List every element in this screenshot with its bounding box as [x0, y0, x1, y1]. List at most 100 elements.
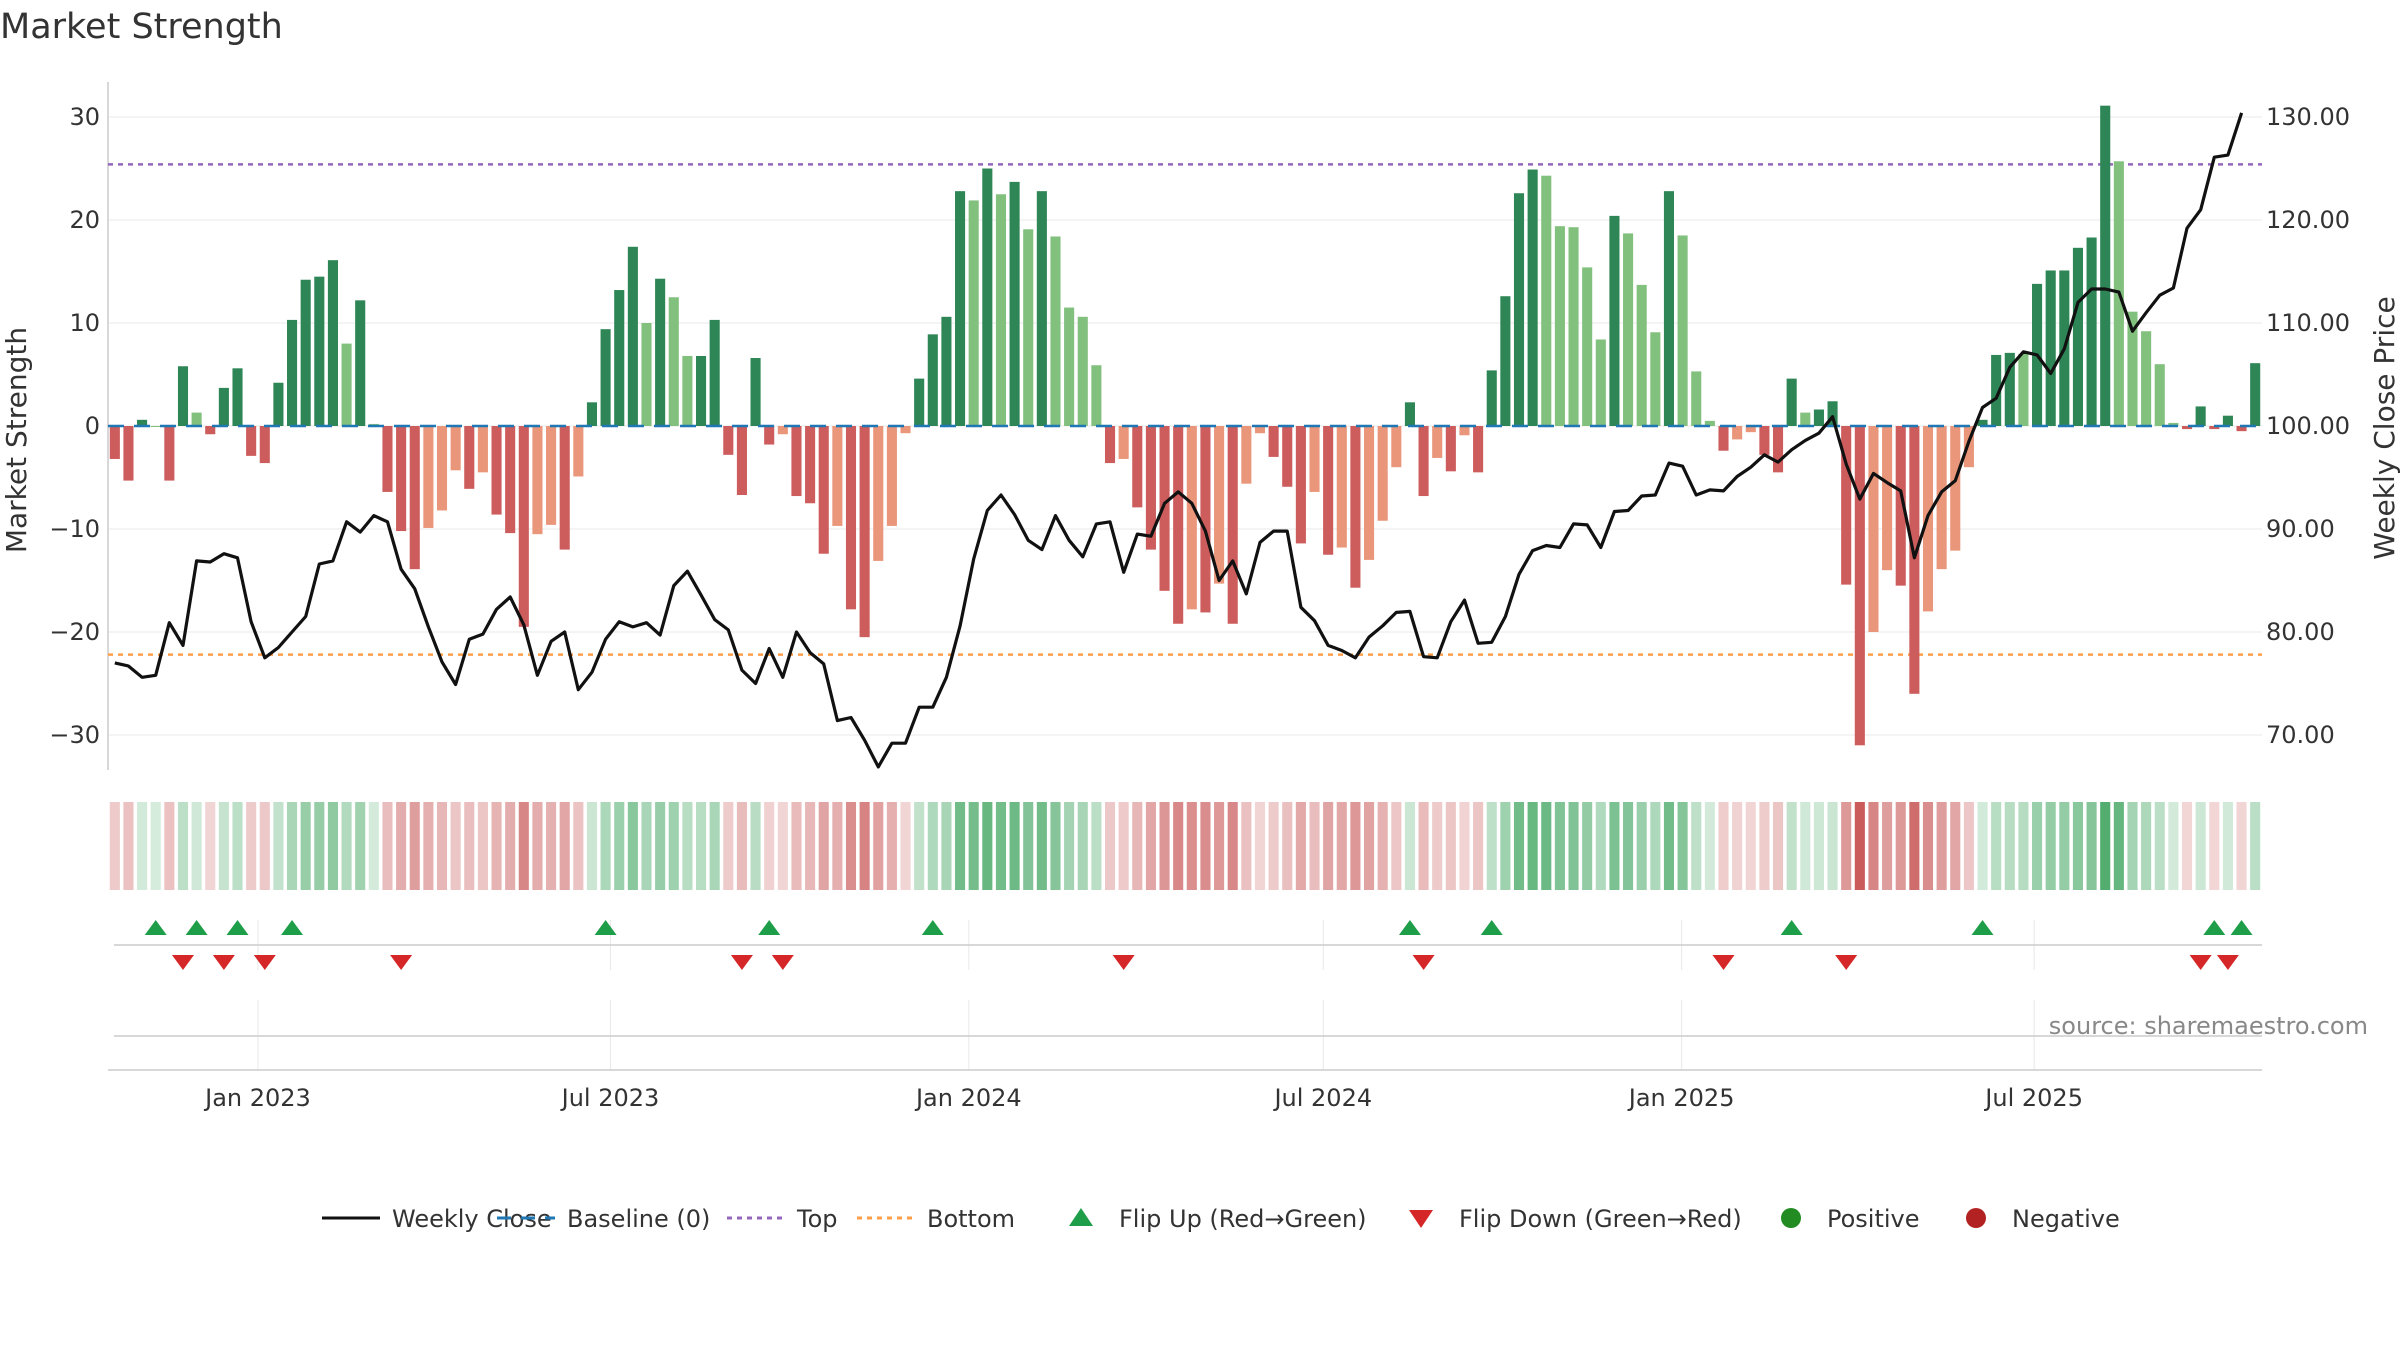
strength-bar	[191, 412, 202, 426]
regime-cell	[668, 802, 679, 890]
strength-bar	[1827, 401, 1838, 426]
strength-bar	[1950, 426, 1961, 551]
strength-bar	[1500, 296, 1511, 426]
regime-strip-panel	[109, 802, 2261, 890]
strength-bar	[546, 426, 557, 525]
x-tick-label: Jan 2024	[914, 1084, 1022, 1112]
strength-bar	[1759, 426, 1770, 455]
strength-bar	[2045, 270, 2056, 426]
strength-bar	[873, 426, 884, 561]
regime-cell	[1268, 802, 1279, 890]
regime-cell	[1691, 802, 1702, 890]
strength-bar	[627, 246, 638, 426]
strength-bar	[2127, 311, 2138, 426]
regime-cell	[791, 802, 802, 890]
strength-bar	[1336, 426, 1347, 548]
regime-cell	[695, 802, 707, 890]
regime-cell	[368, 802, 379, 890]
regime-cell	[1936, 802, 1947, 890]
regime-cell	[2127, 802, 2138, 890]
strength-bar	[1691, 371, 1702, 426]
strength-bar	[1077, 316, 1088, 426]
flip-down-marker	[2189, 955, 2212, 970]
y2-tick-label: 100.00	[2266, 412, 2350, 440]
strength-bar	[2181, 426, 2193, 430]
strength-bar	[177, 366, 189, 426]
strength-bar	[1445, 426, 1456, 472]
strength-bar	[845, 426, 857, 610]
regime-cell	[273, 802, 284, 890]
strength-bar	[1813, 409, 1824, 426]
legend-item: Weekly Close	[322, 1205, 552, 1233]
flip-up-marker	[594, 920, 617, 935]
strength-bar	[1977, 419, 1988, 426]
regime-cell	[1418, 802, 1429, 890]
regime-cell	[1350, 802, 1361, 890]
regime-cell	[1241, 802, 1252, 890]
strength-bar	[641, 323, 652, 426]
regime-cell	[2045, 802, 2056, 890]
strength-bar	[1663, 191, 1675, 426]
regime-cell	[505, 802, 516, 890]
regime-cell	[1173, 802, 1184, 890]
strength-bar	[232, 368, 243, 426]
regime-cell	[436, 802, 448, 890]
strength-bar	[1104, 426, 1116, 464]
regime-cell	[2209, 802, 2220, 890]
regime-cell	[1977, 802, 1988, 890]
flip-up-marker	[1480, 920, 1503, 935]
regime-cell	[886, 802, 897, 890]
regime-cell	[2250, 802, 2261, 890]
strength-bar	[436, 426, 448, 511]
flip-down-marker	[1712, 955, 1735, 970]
x-tick-label: Jul 2024	[1272, 1084, 1372, 1112]
regime-cell	[2018, 802, 2029, 890]
regime-cell	[1377, 802, 1388, 890]
regime-cell	[1214, 802, 1225, 890]
y2-tick-label: 120.00	[2266, 206, 2350, 234]
regime-cell	[859, 802, 870, 890]
y2-axis-title: Weekly Close Price	[2368, 296, 2400, 559]
strength-bar	[477, 426, 488, 473]
legend-item: Positive	[1781, 1205, 1920, 1233]
regime-cell	[1527, 802, 1538, 890]
source-label: source: sharemaestro.com	[2049, 1012, 2368, 1040]
regime-cell	[1077, 802, 1088, 890]
flip-down-marker	[1112, 955, 1135, 970]
flip-up-marker	[2203, 920, 2226, 935]
strength-bar	[1841, 426, 1852, 585]
strength-bar	[1718, 426, 1729, 451]
regime-cell	[2141, 802, 2152, 890]
strength-bar	[1173, 426, 1184, 624]
regime-cell	[1677, 802, 1688, 890]
strength-bar	[1554, 226, 1565, 426]
regime-cell	[1309, 802, 1320, 890]
regime-cell	[1500, 802, 1511, 890]
regime-cell	[1718, 802, 1729, 890]
strength-bar	[137, 419, 148, 426]
regime-cell	[1704, 802, 1715, 890]
strength-bar	[1050, 236, 1061, 426]
legend-item: Baseline (0)	[497, 1205, 710, 1233]
flip-down-marker	[2216, 955, 2239, 970]
regime-cell	[682, 802, 693, 890]
regime-cell	[777, 802, 788, 890]
strength-bar	[709, 319, 720, 426]
strength-bar	[300, 279, 311, 426]
regime-cell	[1650, 802, 1661, 890]
strength-bar	[1745, 426, 1756, 433]
regime-cell	[1786, 802, 1797, 890]
strength-bar	[2100, 105, 2111, 427]
x-tick-label: Jul 2025	[1983, 1084, 2083, 1112]
regime-cell	[1636, 802, 1647, 890]
regime-cell	[532, 802, 543, 890]
strength-bar	[314, 276, 325, 426]
regime-cell	[341, 802, 352, 890]
flip-down-marker	[1412, 955, 1435, 970]
strength-bar	[2209, 426, 2220, 430]
regime-cell	[1145, 802, 1156, 890]
regime-cell	[137, 802, 148, 890]
strength-bar	[273, 382, 284, 426]
strength-bar	[505, 426, 516, 534]
regime-cell	[1595, 802, 1606, 890]
